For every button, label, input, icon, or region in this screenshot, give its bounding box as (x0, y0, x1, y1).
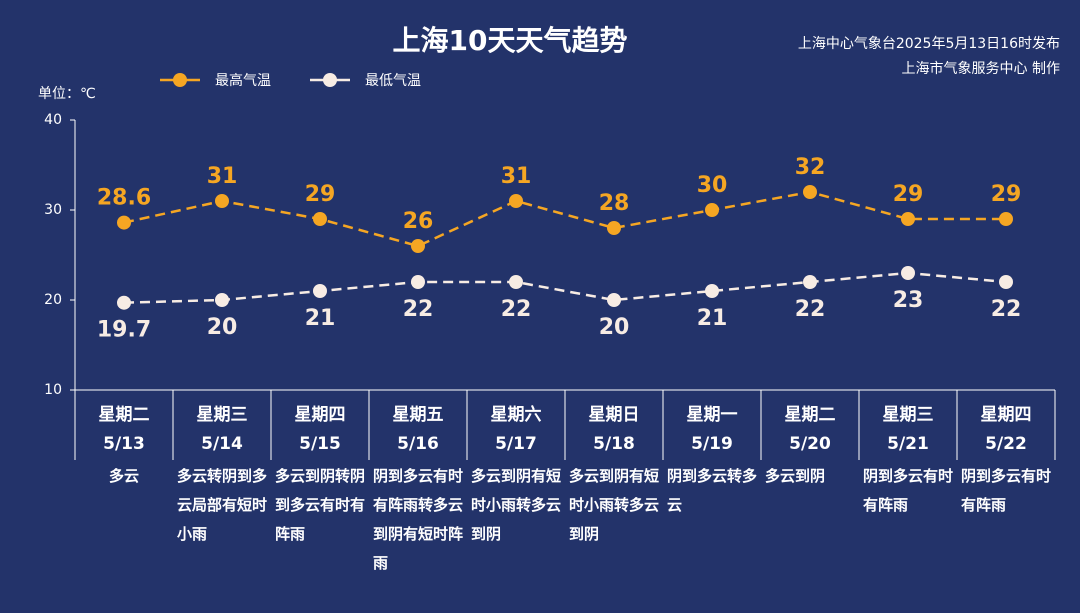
date-label: 5/18 (593, 434, 635, 454)
series-line (123, 271, 1007, 304)
chart-title: 上海10天天气趋势 (393, 24, 628, 57)
data-point (705, 203, 719, 217)
data-point (705, 284, 719, 298)
data-label: 29 (893, 182, 924, 207)
data-point (803, 185, 817, 199)
x-tick-label: 星期四 (981, 405, 1032, 425)
data-label: 22 (501, 297, 532, 322)
data-point (999, 275, 1013, 289)
data-label: 31 (207, 164, 238, 189)
weather-description: 多云 (108, 467, 139, 485)
source: 上海中心气象台2025年5月13日16时发布 (798, 36, 1060, 52)
y-tick-label: 30 (44, 202, 62, 218)
data-label: 28.6 (97, 186, 151, 211)
data-label: 21 (305, 306, 336, 331)
x-tick-label: 星期六 (491, 404, 542, 425)
legend-label: 最低气温 (365, 73, 421, 89)
data-point (901, 212, 915, 226)
data-point (509, 275, 523, 289)
date-label: 5/15 (299, 434, 341, 454)
data-point (117, 295, 131, 310)
unit-label: 单位：℃ (38, 86, 96, 102)
data-label: 29 (305, 182, 336, 207)
x-tick-label: 星期三 (197, 405, 248, 425)
weather-description: 阴到多云有时有阵雨 (863, 467, 954, 514)
legend-marker (173, 73, 187, 87)
data-label: 30 (697, 173, 728, 198)
x-tick-label: 星期三 (883, 405, 934, 425)
date-label: 5/22 (985, 434, 1027, 454)
data-point (607, 221, 621, 235)
x-tick-label: 星期日 (589, 405, 640, 425)
weather-description: 多云到阴 (765, 467, 826, 485)
data-point (313, 212, 327, 226)
x-tick-label: 星期五 (393, 405, 444, 425)
y-tick-label: 20 (44, 292, 62, 308)
date-label: 5/16 (397, 434, 439, 454)
data-label: 19.7 (97, 318, 151, 343)
weather-description: 阴到多云转多云 (667, 467, 758, 514)
x-tick-label: 星期四 (295, 405, 346, 425)
weather-description: 阴到多云有时有阵雨 (961, 467, 1052, 514)
weather-description: 多云到阴有短时小雨转多云到阴 (471, 467, 562, 543)
data-point (901, 266, 915, 280)
series-line (123, 190, 1006, 248)
x-tick-label: 星期二 (99, 405, 150, 425)
y-tick-label: 10 (44, 382, 62, 398)
data-point (509, 194, 523, 208)
date-label: 5/19 (691, 434, 733, 454)
data-point (117, 215, 131, 230)
data-label: 22 (991, 297, 1022, 322)
x-tick-label: 星期一 (687, 405, 738, 425)
data-point (411, 239, 425, 253)
x-tick-label: 星期二 (785, 405, 836, 425)
data-label: 32 (795, 155, 826, 180)
data-label: 22 (403, 297, 434, 322)
data-point (215, 194, 229, 208)
date-label: 5/21 (887, 434, 929, 454)
data-point (313, 284, 327, 298)
date-label: 5/17 (495, 434, 537, 454)
data-label: 20 (599, 315, 630, 340)
data-point (803, 275, 817, 289)
y-tick-label: 40 (44, 112, 62, 128)
legend-label: 最高气温 (215, 72, 271, 89)
data-point (999, 212, 1013, 226)
date-label: 5/20 (789, 434, 831, 454)
date-label: 5/13 (103, 434, 145, 454)
data-label: 28 (599, 191, 630, 216)
weather-description: 多云转阴到多云局部有短时小雨 (177, 467, 268, 543)
weather-description: 多云到阴转阴到多云有时有阵雨 (275, 467, 366, 543)
data-label: 20 (207, 315, 238, 340)
data-point (411, 275, 425, 289)
data-label: 21 (697, 306, 728, 331)
weather-description: 阴到多云有时有阵雨转多云到阴有短时阵雨 (373, 467, 464, 572)
source: 上海市气象服务中心 制作 (902, 60, 1060, 77)
data-label: 26 (403, 209, 434, 234)
data-point (607, 293, 621, 307)
data-point (215, 293, 229, 307)
data-label: 23 (893, 288, 924, 313)
legend-marker (323, 73, 337, 87)
data-label: 31 (501, 164, 532, 189)
date-label: 5/14 (201, 434, 243, 454)
data-label: 29 (991, 182, 1022, 207)
weather-description: 多云到阴有短时小雨转多云到阴 (569, 467, 660, 543)
data-label: 22 (795, 297, 826, 322)
